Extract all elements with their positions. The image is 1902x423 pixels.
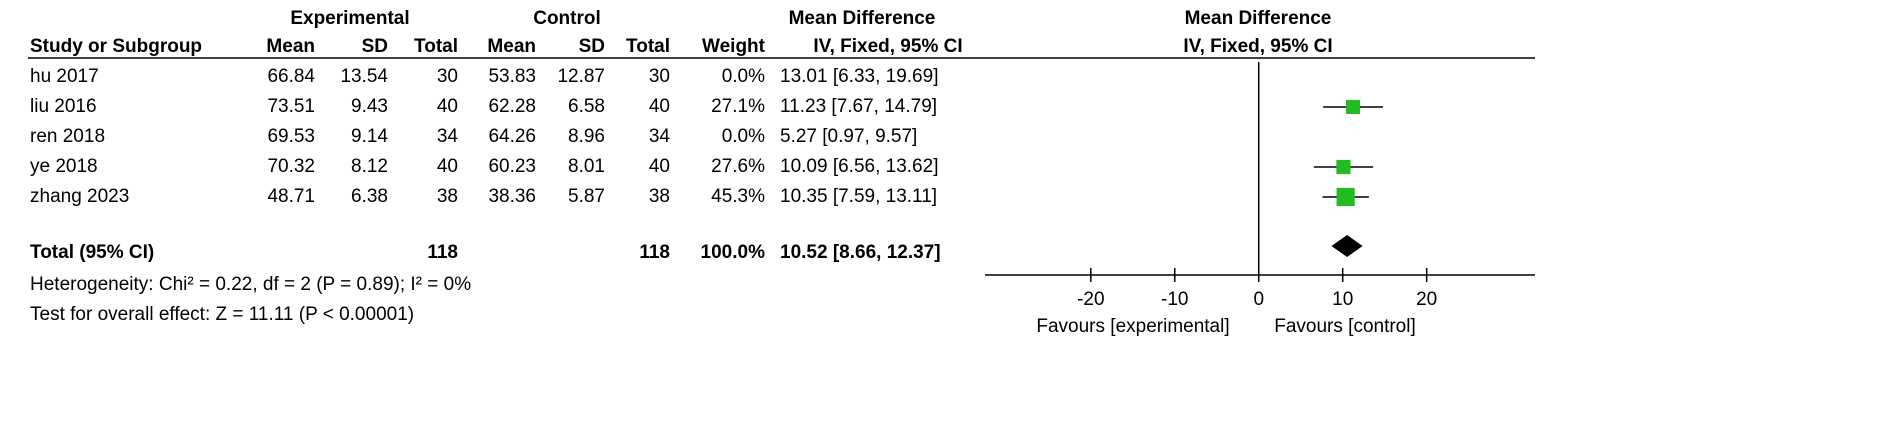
table-cell: liu 2016 <box>30 96 97 117</box>
chart-subtitle: IV, Fixed, 95% CI <box>1183 36 1332 57</box>
chart-title: Mean Difference <box>1185 8 1332 29</box>
table-cell: 11.23 [7.67, 14.79] <box>780 96 937 117</box>
table-cell: ren 2018 <box>30 126 105 147</box>
x-tick-label: -10 <box>1161 289 1188 310</box>
table-cell: 34 <box>437 126 459 147</box>
table-cell: 38 <box>649 186 670 207</box>
column-header: SD <box>362 36 388 57</box>
table-cell: 70.32 <box>267 156 315 177</box>
x-axis-label: Favours [control] <box>1274 316 1416 337</box>
table-cell: 27.6% <box>711 156 765 177</box>
total-cell: 10.52 [8.66, 12.37] <box>780 242 941 263</box>
table-cell: 9.14 <box>351 126 388 147</box>
table-cell: 38 <box>437 186 458 207</box>
table-cell: 40 <box>649 156 670 177</box>
table-cell: 5.27 [0.97, 9.57] <box>780 126 917 147</box>
x-tick-label: 10 <box>1332 289 1353 310</box>
table-cell: 30 <box>649 66 670 87</box>
table-cell: 13.01 [6.33, 19.69] <box>780 66 938 87</box>
summary-diamond <box>1331 235 1363 257</box>
table-cell: 73.51 <box>267 96 315 117</box>
table-cell: 38.36 <box>488 186 536 207</box>
column-header: IV, Fixed, 95% CI <box>813 36 962 57</box>
column-header: Mean <box>487 36 536 57</box>
point-estimate <box>1346 99 1361 115</box>
group-header: Control <box>533 8 601 29</box>
group-header: Experimental <box>290 8 409 29</box>
column-header: Weight <box>702 36 766 57</box>
table-cell: 53.83 <box>488 66 536 87</box>
table-cell: 60.23 <box>488 156 536 177</box>
table-cell: 48.71 <box>267 186 315 207</box>
table-cell: 40 <box>437 156 458 177</box>
x-tick-label: -20 <box>1077 289 1104 310</box>
total-cell: Total (95% CI) <box>30 242 154 263</box>
column-header: Total <box>414 36 458 57</box>
total-cell: 118 <box>427 242 458 263</box>
table-cell: 30 <box>437 66 458 87</box>
table-cell: 69.53 <box>267 126 315 147</box>
table-cell: 8.01 <box>568 156 605 177</box>
table-cell: 45.3% <box>711 186 765 207</box>
x-tick-label: 0 <box>1253 289 1264 310</box>
table-cell: 13.54 <box>340 66 388 87</box>
total-cell: 100.0% <box>701 242 766 263</box>
table-cell: 6.58 <box>568 96 605 117</box>
table-cell: 40 <box>437 96 458 117</box>
table-cell: 6.38 <box>351 186 388 207</box>
table-cell: 27.1% <box>711 96 765 117</box>
heterogeneity: Heterogeneity: Chi² = 0.22, df = 2 (P = … <box>30 274 471 295</box>
table-cell: 0.0% <box>722 126 765 147</box>
column-header: SD <box>579 36 605 57</box>
group-header: Mean Difference <box>789 8 936 29</box>
total-cell: 118 <box>639 242 670 263</box>
table-cell: ye 2018 <box>30 156 98 177</box>
overall-effect: Test for overall effect: Z = 11.11 (P < … <box>30 304 414 325</box>
table-cell: 12.87 <box>557 66 605 87</box>
table-cell: 0.0% <box>722 66 765 87</box>
column-header: Study or Subgroup <box>30 36 202 57</box>
column-header: Mean <box>266 36 315 57</box>
point-estimate <box>1336 159 1351 175</box>
table-cell: 62.28 <box>488 96 536 117</box>
table-cell: 10.35 [7.59, 13.11] <box>780 186 937 207</box>
x-tick-label: 20 <box>1416 289 1437 310</box>
table-cell: 8.96 <box>568 126 605 147</box>
table-cell: 40 <box>649 96 670 117</box>
point-estimate <box>1336 187 1355 207</box>
table-cell: hu 2017 <box>30 66 99 87</box>
table-cell: 5.87 <box>568 186 605 207</box>
column-header: Total <box>626 36 670 57</box>
table-cell: 10.09 [6.56, 13.62] <box>780 156 938 177</box>
table-cell: 34 <box>649 126 671 147</box>
table-cell: zhang 2023 <box>30 186 129 207</box>
x-axis-label: Favours [experimental] <box>1036 316 1229 337</box>
table-cell: 64.26 <box>488 126 536 147</box>
table-cell: 8.12 <box>351 156 388 177</box>
table-cell: 9.43 <box>351 96 388 117</box>
table-cell: 66.84 <box>267 66 315 87</box>
